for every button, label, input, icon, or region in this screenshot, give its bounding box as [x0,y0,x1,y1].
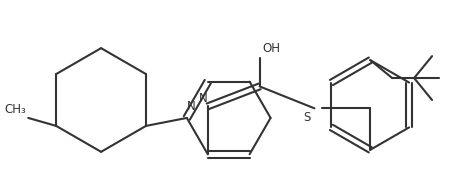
Text: S: S [303,111,310,124]
Text: N: N [187,100,196,113]
Text: N: N [198,92,207,105]
Text: CH₃: CH₃ [5,103,26,116]
Text: OH: OH [263,42,281,55]
